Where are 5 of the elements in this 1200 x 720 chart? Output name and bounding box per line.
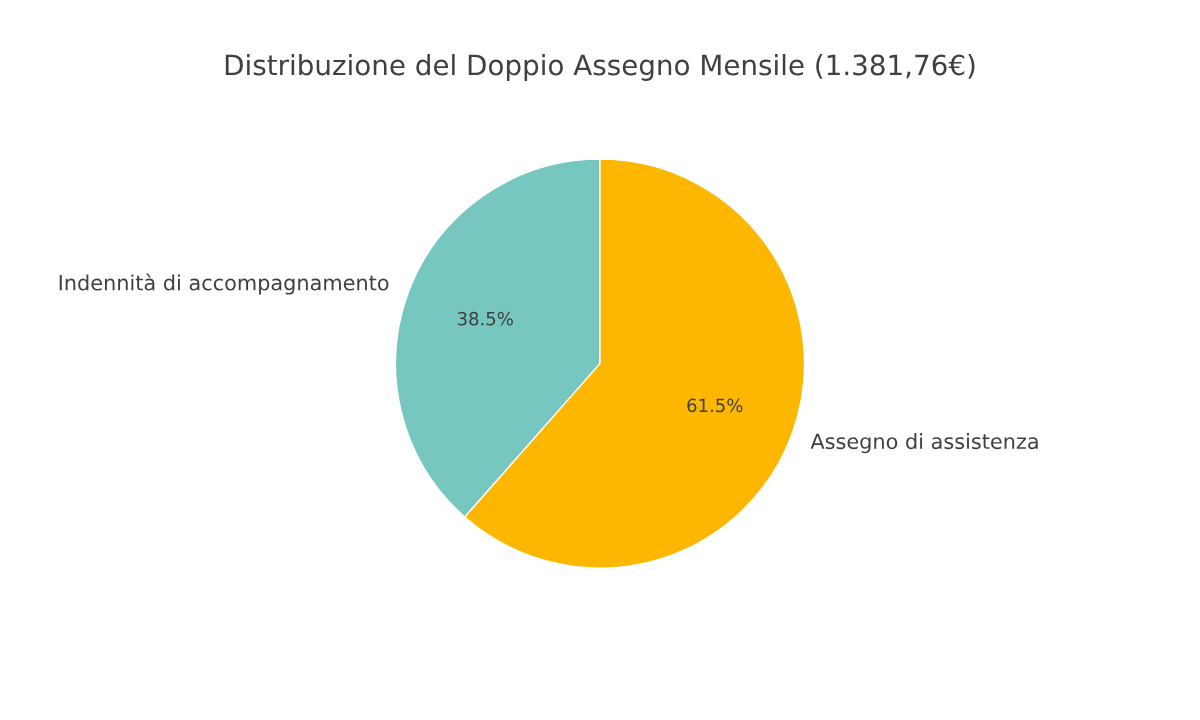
data-label: 61.5% (687, 398, 743, 413)
slice-label: Assegno di assistenza (810, 433, 1038, 454)
chart-title: Distribuzione del Doppio Assegno Mensile (1.381,76€) (225, 54, 975, 81)
slice-label: Indennità di accompagnamento (59, 273, 389, 295)
data-label: 38.5% (457, 311, 513, 326)
